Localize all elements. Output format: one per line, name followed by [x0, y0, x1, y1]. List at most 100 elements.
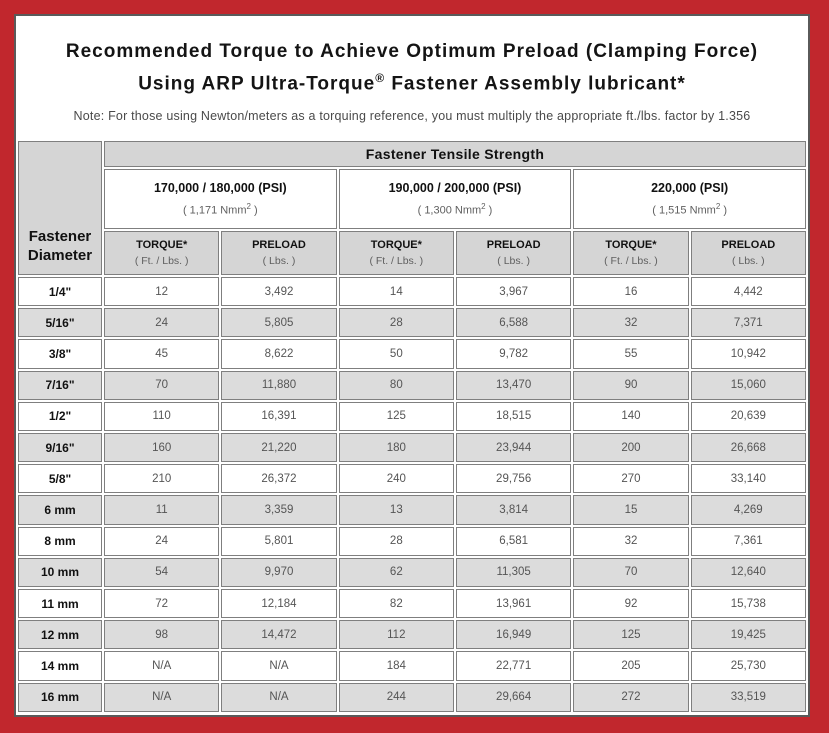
torque-unit: ( Ft. / Lbs. )	[369, 255, 424, 267]
value-cell: 16,949	[455, 620, 572, 650]
torque-table: Fastener Diameter Fastener Tensile Stren…	[16, 139, 808, 714]
fastener-diameter-header: Fastener Diameter	[18, 141, 102, 275]
nmm-superscript: 2	[246, 202, 251, 212]
fastener-diameter-line1: Fastener	[28, 228, 92, 245]
value-cell: 9,782	[455, 339, 572, 369]
value-cell: 205	[573, 651, 689, 681]
preload-column-header-2: PRELOAD ( Lbs. )	[455, 231, 572, 275]
value-cell: 72	[104, 589, 220, 619]
preload-unit: ( Lbs. )	[497, 255, 530, 267]
value-cell: 8,622	[221, 339, 337, 369]
value-cell: 28	[338, 308, 454, 338]
value-cell: 110	[104, 401, 220, 432]
content-panel: Recommended Torque to Achieve Optimum Pr…	[14, 14, 810, 717]
value-cell: 4,442	[690, 277, 806, 307]
diameter-cell: 1/2"	[18, 401, 102, 432]
value-cell: 210	[104, 464, 220, 494]
value-cell: 29,756	[455, 464, 572, 494]
value-cell: 13,961	[455, 589, 572, 619]
value-cell: 90	[573, 370, 689, 400]
preload-label: PRELOAD	[252, 239, 306, 251]
value-cell: 26,668	[690, 433, 806, 463]
value-cell: 5,801	[221, 526, 337, 556]
psi-label: 170,000 / 180,000 (PSI)	[153, 181, 287, 196]
conversion-note: Note: For those using Newton/meters as a…	[73, 109, 751, 124]
value-cell: 29,664	[455, 682, 572, 712]
value-cell: 14,472	[221, 620, 337, 650]
preload-unit: ( Lbs. )	[731, 255, 765, 267]
nmm-suffix: )	[485, 204, 493, 217]
nmm-label: ( 1,515 Nmm2 )	[574, 202, 805, 217]
value-cell: 20,639	[690, 401, 806, 432]
table-row: 11 mm 72 12,184 82 13,961 92 15,738	[18, 589, 806, 619]
value-cell: 5,805	[221, 308, 337, 338]
nmm-suffix: )	[720, 204, 728, 217]
value-cell: 24	[104, 526, 220, 556]
table-row: 14 mm N/A N/A 184 22,771 205 25,730	[18, 651, 806, 681]
value-cell: 11,880	[221, 370, 337, 400]
value-cell: 125	[338, 401, 454, 432]
torque-column-header-2: TORQUE* ( Ft. / Lbs. )	[338, 231, 454, 275]
value-cell: 82	[338, 589, 454, 619]
value-cell: 50	[338, 339, 454, 369]
tensile-strength-header: Fastener Tensile Strength	[104, 141, 806, 167]
psi-group-220: 220,000 (PSI) ( 1,515 Nmm2 )	[573, 169, 806, 229]
value-cell: N/A	[104, 682, 220, 712]
value-cell: 15	[573, 495, 689, 525]
value-cell: N/A	[221, 682, 337, 712]
value-cell: N/A	[221, 651, 337, 681]
nmm-prefix: ( 1,171 Nmm	[182, 204, 247, 217]
preload-column-header-3: PRELOAD ( Lbs. )	[690, 231, 806, 275]
title-line2-suffix: Fastener Assembly lubricant*	[385, 73, 686, 95]
table-row: 6 mm 11 3,359 13 3,814 15 4,269	[18, 495, 806, 525]
value-cell: 70	[104, 370, 220, 400]
value-cell: 7,361	[690, 526, 806, 556]
value-cell: 270	[573, 464, 689, 494]
nmm-label: ( 1,171 Nmm2 )	[105, 202, 336, 217]
value-cell: 12,184	[221, 589, 337, 619]
table-row: 9/16" 160 21,220 180 23,944 200 26,668	[18, 433, 806, 463]
value-cell: 45	[104, 339, 220, 369]
diameter-cell: 6 mm	[18, 495, 102, 525]
value-cell: 10,942	[690, 339, 806, 369]
value-cell: 70	[573, 557, 689, 588]
page-title-line1: Recommended Torque to Achieve Optimum Pr…	[65, 41, 759, 62]
value-cell: 33,140	[690, 464, 806, 494]
value-cell: 6,581	[455, 526, 572, 556]
torque-unit: ( Ft. / Lbs. )	[604, 255, 658, 267]
diameter-cell: 1/4"	[18, 277, 102, 307]
torque-preload-header-row: TORQUE* ( Ft. / Lbs. ) PRELOAD ( Lbs. ) TO…	[18, 231, 806, 275]
value-cell: 16	[573, 277, 689, 307]
psi-label: 220,000 (PSI)	[651, 181, 729, 196]
preload-column-header-1: PRELOAD ( Lbs. )	[221, 231, 337, 275]
psi-group-170-180: 170,000 / 180,000 (PSI) ( 1,171 Nmm2 )	[104, 169, 337, 229]
diameter-cell: 11 mm	[18, 589, 102, 619]
psi-group-header-row: 170,000 / 180,000 (PSI) ( 1,171 Nmm2 ) 1…	[18, 169, 806, 229]
diameter-cell: 12 mm	[18, 620, 102, 650]
psi-group-190-200: 190,000 / 200,000 (PSI) ( 1,300 Nmm2 )	[338, 169, 572, 229]
diameter-cell: 5/8"	[18, 464, 102, 494]
value-cell: 13,470	[455, 370, 572, 400]
registered-trademark-symbol: ®	[375, 71, 386, 85]
value-cell: 3,814	[455, 495, 572, 525]
value-cell: 4,269	[690, 495, 806, 525]
nmm-suffix: )	[250, 204, 258, 217]
table-row: 3/8" 45 8,622 50 9,782 55 10,942	[18, 339, 806, 369]
value-cell: 16,391	[221, 401, 337, 432]
value-cell: 11,305	[455, 557, 572, 588]
value-cell: 244	[338, 682, 454, 712]
torque-label: TORQUE*	[136, 239, 188, 251]
preload-unit: ( Lbs. )	[262, 255, 296, 267]
diameter-cell: 3/8"	[18, 339, 102, 369]
nmm-superscript: 2	[715, 202, 721, 212]
value-cell: 272	[573, 682, 689, 712]
value-cell: 240	[338, 464, 454, 494]
value-cell: 3,492	[221, 277, 337, 307]
value-cell: 13	[338, 495, 454, 525]
value-cell: 14	[338, 277, 454, 307]
page-title-line2: Using ARP Ultra-Torque® Fastener Assembl…	[16, 65, 808, 97]
table-row: 5/16" 24 5,805 28 6,588 32 7,371	[18, 308, 806, 338]
value-cell: 62	[338, 557, 454, 588]
nmm-label: ( 1,300 Nmm2 )	[340, 202, 571, 217]
torque-unit: ( Ft. / Lbs. )	[134, 255, 189, 267]
